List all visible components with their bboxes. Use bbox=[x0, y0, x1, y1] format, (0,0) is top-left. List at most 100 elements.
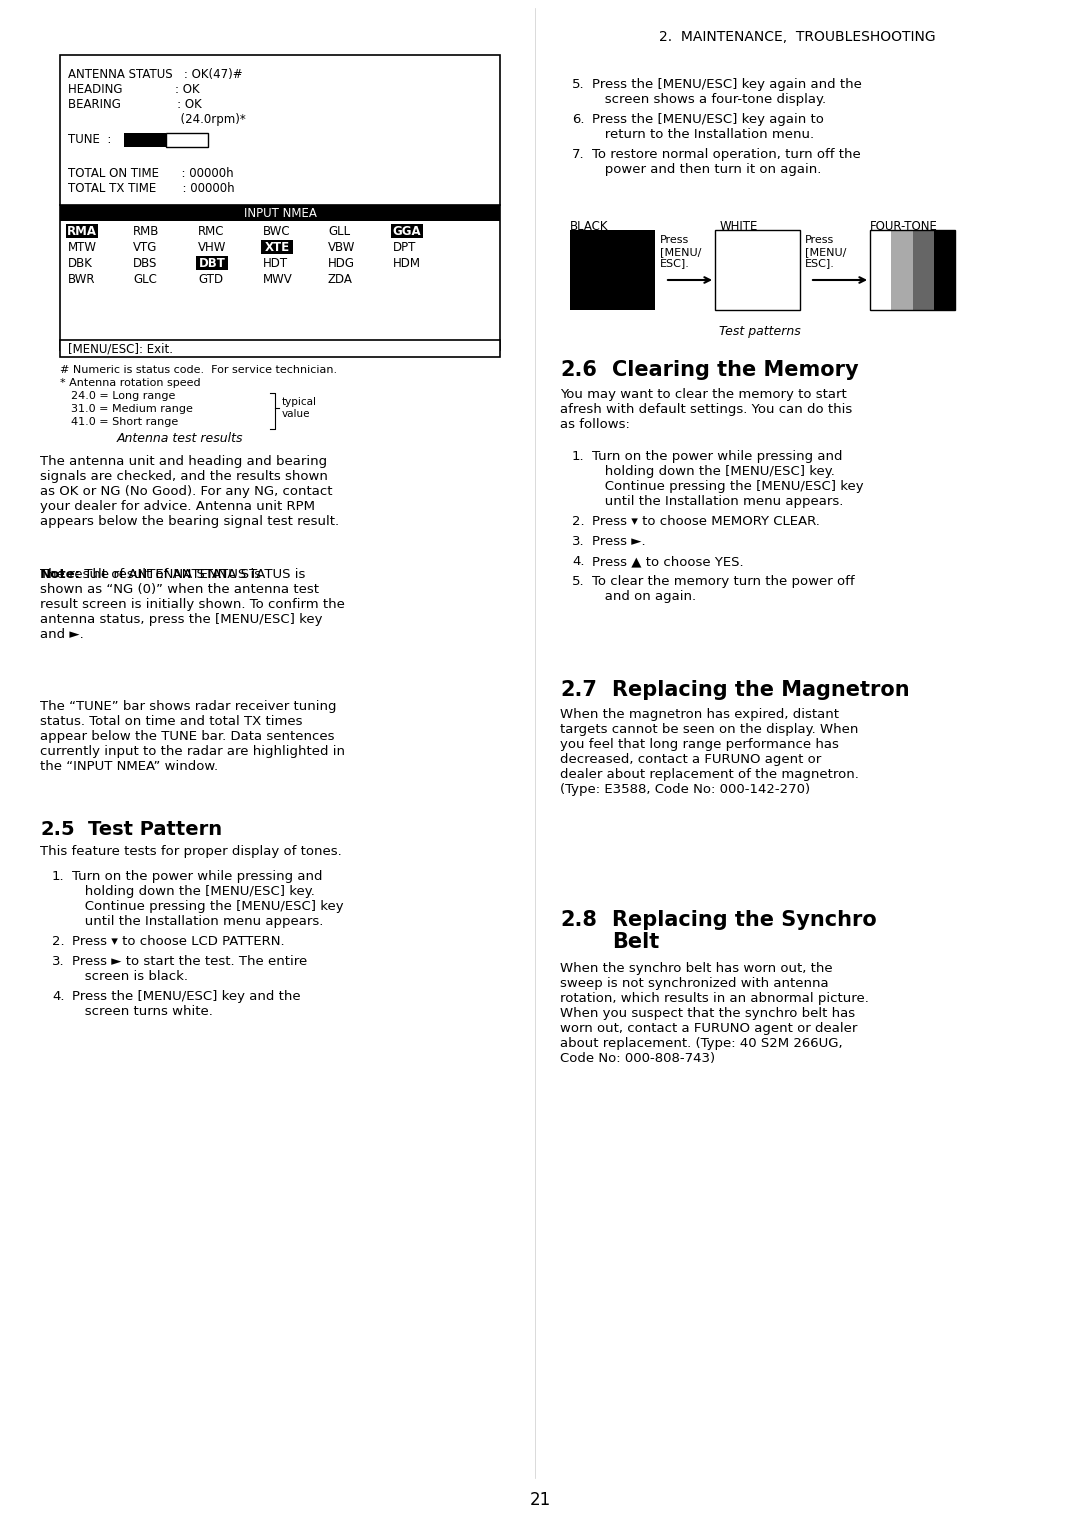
Bar bbox=[870, 231, 891, 310]
Text: (24.0rpm)*: (24.0rpm)* bbox=[68, 113, 246, 125]
Text: 2.  MAINTENANCE,  TROUBLESHOOTING: 2. MAINTENANCE, TROUBLESHOOTING bbox=[659, 31, 935, 44]
Text: [MENU/ESC]: Exit.: [MENU/ESC]: Exit. bbox=[68, 342, 173, 354]
Text: MWV: MWV bbox=[264, 274, 293, 286]
Text: 2.6: 2.6 bbox=[561, 361, 597, 380]
Text: RMA: RMA bbox=[67, 225, 97, 238]
Text: Turn on the power while pressing and
   holding down the [MENU/ESC] key.
   Cont: Turn on the power while pressing and hol… bbox=[592, 451, 864, 507]
Text: HDG: HDG bbox=[328, 257, 355, 270]
Text: RMC: RMC bbox=[198, 225, 225, 238]
Text: TOTAL ON TIME      : 00000h: TOTAL ON TIME : 00000h bbox=[68, 167, 233, 180]
Text: Press the [MENU/ESC] key again to
   return to the Installation menu.: Press the [MENU/ESC] key again to return… bbox=[592, 113, 824, 141]
Text: DBK: DBK bbox=[68, 257, 93, 270]
Text: Clearing the Memory: Clearing the Memory bbox=[612, 361, 859, 380]
Text: BLACK: BLACK bbox=[570, 220, 608, 232]
Text: MTW: MTW bbox=[68, 241, 97, 254]
Text: VTG: VTG bbox=[133, 241, 158, 254]
Text: 2.: 2. bbox=[52, 935, 65, 947]
Text: Turn on the power while pressing and
   holding down the [MENU/ESC] key.
   Cont: Turn on the power while pressing and hol… bbox=[72, 869, 343, 927]
Text: Press ▾ to choose MEMORY CLEAR.: Press ▾ to choose MEMORY CLEAR. bbox=[592, 515, 820, 529]
Bar bbox=[715, 231, 800, 310]
Text: Press ▾ to choose LCD PATTERN.: Press ▾ to choose LCD PATTERN. bbox=[72, 935, 285, 947]
Text: Press the [MENU/ESC] key again and the
   screen shows a four-tone display.: Press the [MENU/ESC] key again and the s… bbox=[592, 78, 862, 105]
Text: RMB: RMB bbox=[133, 225, 160, 238]
Text: This feature tests for proper display of tones.: This feature tests for proper display of… bbox=[40, 845, 341, 859]
Text: WHITE: WHITE bbox=[720, 220, 758, 232]
Bar bbox=[166, 133, 208, 147]
Text: The result of ANTENNA STATUS is: The result of ANTENNA STATUS is bbox=[80, 568, 306, 581]
Text: 2.7: 2.7 bbox=[561, 680, 597, 700]
Text: Belt: Belt bbox=[612, 932, 659, 952]
Text: Note:: Note: bbox=[40, 568, 81, 581]
Text: 4.: 4. bbox=[52, 990, 65, 1002]
Text: BEARING               : OK: BEARING : OK bbox=[68, 98, 202, 112]
Text: Antenna test results: Antenna test results bbox=[117, 432, 243, 445]
Text: HDT: HDT bbox=[264, 257, 288, 270]
Text: FOUR-TONE: FOUR-TONE bbox=[870, 220, 937, 232]
Bar bbox=[60, 55, 500, 350]
Text: XTE: XTE bbox=[265, 241, 289, 254]
Text: You may want to clear the memory to start
afresh with default settings. You can : You may want to clear the memory to star… bbox=[561, 388, 852, 431]
Bar bbox=[870, 231, 955, 310]
Text: Press ►.: Press ►. bbox=[592, 535, 646, 549]
Text: DBS: DBS bbox=[133, 257, 158, 270]
Text: 7.: 7. bbox=[572, 148, 584, 160]
Text: 2.: 2. bbox=[572, 515, 584, 529]
Text: 5.: 5. bbox=[572, 78, 584, 92]
Text: * Antenna rotation speed: * Antenna rotation speed bbox=[60, 377, 201, 388]
Text: 4.: 4. bbox=[572, 555, 584, 568]
Bar bbox=[261, 240, 293, 254]
Text: 24.0 = Long range: 24.0 = Long range bbox=[64, 391, 175, 400]
Text: HDM: HDM bbox=[393, 257, 421, 270]
Bar bbox=[66, 225, 98, 238]
Text: DPT: DPT bbox=[393, 241, 417, 254]
Bar bbox=[391, 225, 423, 238]
Bar bbox=[60, 205, 500, 222]
Text: GLC: GLC bbox=[133, 274, 157, 286]
Text: 3.: 3. bbox=[572, 535, 584, 549]
Text: 31.0 = Medium range: 31.0 = Medium range bbox=[64, 403, 193, 414]
Text: 1.: 1. bbox=[572, 451, 584, 463]
Text: ANTENNA STATUS   : OK(47)#: ANTENNA STATUS : OK(47)# bbox=[68, 69, 243, 81]
Text: INPUT NMEA: INPUT NMEA bbox=[244, 206, 316, 220]
Text: VBW: VBW bbox=[328, 241, 355, 254]
Text: 21: 21 bbox=[529, 1491, 551, 1510]
Text: When the magnetron has expired, distant
targets cannot be seen on the display. W: When the magnetron has expired, distant … bbox=[561, 707, 859, 796]
Bar bbox=[891, 231, 913, 310]
Text: Test patterns: Test patterns bbox=[719, 325, 801, 338]
Text: When the synchro belt has worn out, the
sweep is not synchronized with antenna
r: When the synchro belt has worn out, the … bbox=[561, 963, 869, 1065]
Text: Press ► to start the test. The entire
   screen is black.: Press ► to start the test. The entire sc… bbox=[72, 955, 307, 983]
Text: Press ▲ to choose YES.: Press ▲ to choose YES. bbox=[592, 555, 744, 568]
Bar bbox=[124, 133, 166, 147]
Text: HEADING              : OK: HEADING : OK bbox=[68, 83, 200, 96]
Text: To restore normal operation, turn off the
   power and then turn it on again.: To restore normal operation, turn off th… bbox=[592, 148, 861, 176]
Bar bbox=[913, 231, 934, 310]
Text: 2.5: 2.5 bbox=[40, 821, 75, 839]
Bar bbox=[195, 257, 228, 270]
Text: BWR: BWR bbox=[68, 274, 95, 286]
Text: 6.: 6. bbox=[572, 113, 584, 125]
Text: The antenna unit and heading and bearing
signals are checked, and the results sh: The antenna unit and heading and bearing… bbox=[40, 455, 339, 529]
Text: GLL: GLL bbox=[328, 225, 350, 238]
Text: Test Pattern: Test Pattern bbox=[87, 821, 222, 839]
Text: DBT: DBT bbox=[199, 257, 226, 270]
Text: # Numeric is status code.  For service technician.: # Numeric is status code. For service te… bbox=[60, 365, 337, 374]
Text: typical
value: typical value bbox=[282, 397, 318, 419]
Bar bbox=[934, 231, 955, 310]
Text: 5.: 5. bbox=[572, 575, 584, 588]
Text: Press the [MENU/ESC] key and the
   screen turns white.: Press the [MENU/ESC] key and the screen … bbox=[72, 990, 300, 1018]
Text: 2.8: 2.8 bbox=[561, 911, 597, 931]
Text: Replacing the Synchro: Replacing the Synchro bbox=[612, 911, 877, 931]
Bar bbox=[570, 231, 654, 310]
Bar bbox=[60, 341, 500, 358]
Text: TUNE  :: TUNE : bbox=[68, 133, 111, 147]
Text: 3.: 3. bbox=[52, 955, 65, 969]
Text: 1.: 1. bbox=[52, 869, 65, 883]
Text: To clear the memory turn the power off
   and on again.: To clear the memory turn the power off a… bbox=[592, 575, 854, 604]
Text: TOTAL TX TIME       : 00000h: TOTAL TX TIME : 00000h bbox=[68, 182, 234, 196]
Text: 41.0 = Short range: 41.0 = Short range bbox=[64, 417, 178, 426]
Text: GTD: GTD bbox=[198, 274, 224, 286]
Text: Press
[MENU/
ESC].: Press [MENU/ ESC]. bbox=[660, 235, 701, 269]
Text: The “TUNE” bar shows radar receiver tuning
status. Total on time and total TX ti: The “TUNE” bar shows radar receiver tuni… bbox=[40, 700, 345, 773]
Text: BWC: BWC bbox=[264, 225, 291, 238]
Text: GGA: GGA bbox=[393, 225, 421, 238]
